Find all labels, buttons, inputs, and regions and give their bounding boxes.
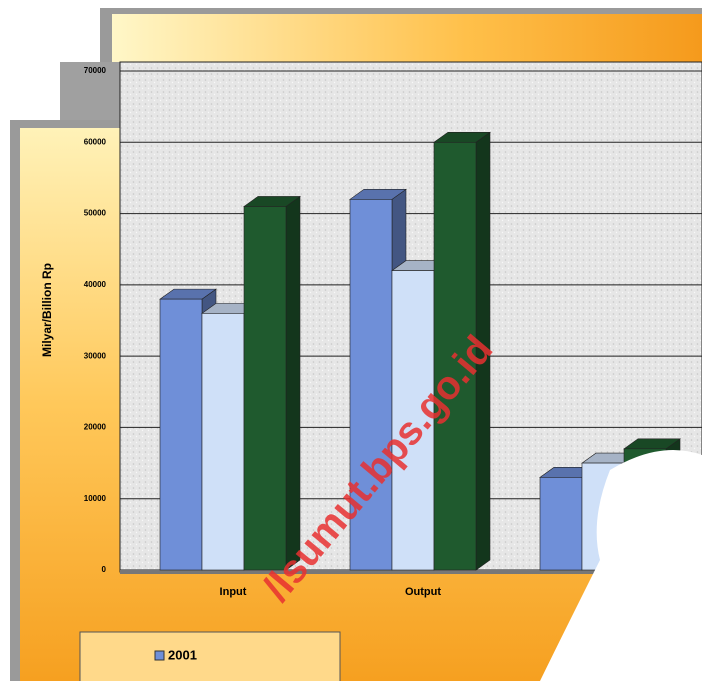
legend-swatch (154, 650, 165, 661)
bar (539, 477, 583, 571)
bar (243, 206, 287, 571)
page-curl (540, 450, 702, 681)
y-tick-label: 50000 (84, 209, 107, 218)
y-tick-label: 60000 (84, 137, 107, 146)
legend (79, 631, 341, 683)
x-tick-label: Output (405, 586, 441, 598)
y-axis-label: Milyar/Billion Rp (40, 263, 54, 357)
y-tick-label: 20000 (84, 423, 107, 432)
bar-side (285, 195, 301, 571)
legend-label: 2001 (168, 647, 197, 662)
bar (201, 313, 245, 571)
bar (391, 270, 435, 571)
x-tick-label: Input (220, 586, 247, 598)
bar (433, 141, 477, 571)
bar (349, 199, 393, 571)
y-tick-label: 70000 (84, 66, 107, 75)
y-tick-label: 40000 (84, 280, 107, 289)
y-tick-label: 0 (102, 565, 107, 574)
y-tick-label: 30000 (84, 351, 107, 360)
bar (159, 298, 203, 571)
floor (120, 570, 702, 574)
y-tick-label: 10000 (84, 494, 107, 503)
